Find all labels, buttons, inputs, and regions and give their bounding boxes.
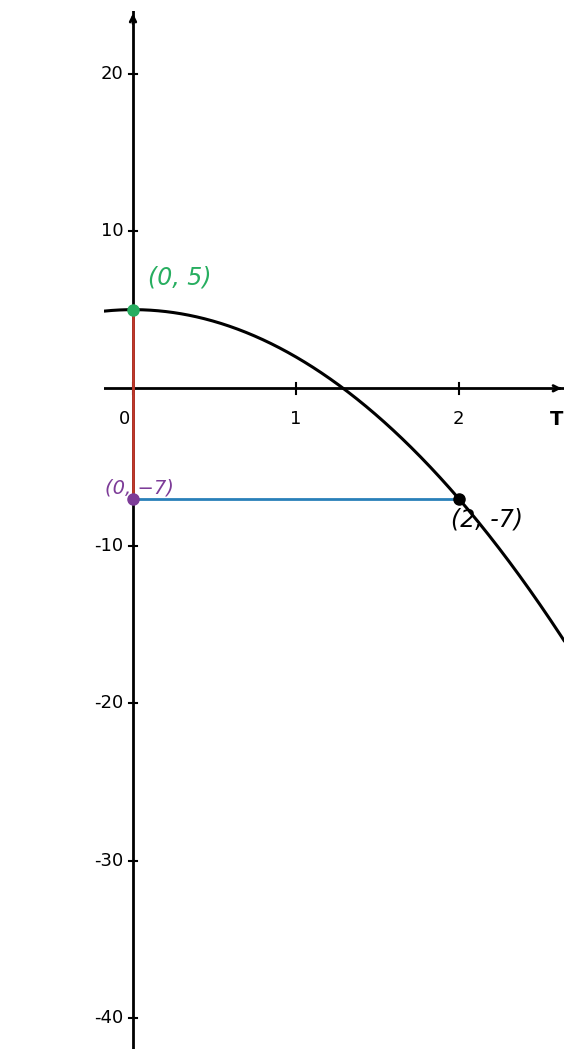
Text: 1: 1: [290, 410, 301, 428]
Text: 2: 2: [453, 410, 464, 428]
Text: T: T: [550, 410, 563, 429]
Text: -20: -20: [94, 694, 123, 712]
Text: -30: -30: [94, 851, 123, 869]
Text: (0, −7): (0, −7): [105, 479, 174, 498]
Text: (2, -7): (2, -7): [450, 508, 522, 532]
Text: 0: 0: [119, 410, 131, 428]
Text: (0, 5): (0, 5): [147, 265, 211, 289]
Text: -40: -40: [94, 1009, 123, 1027]
Text: 20: 20: [100, 65, 123, 83]
Text: 10: 10: [101, 222, 123, 240]
Text: -10: -10: [94, 536, 123, 554]
